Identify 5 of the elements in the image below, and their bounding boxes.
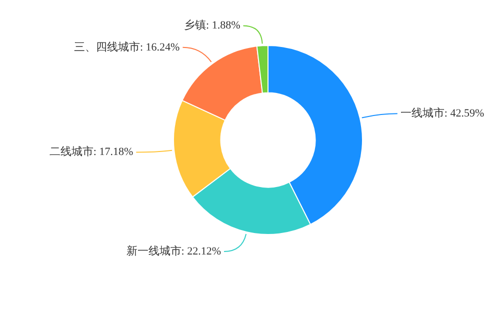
slice-label: 乡镇: 1.88% — [184, 18, 240, 32]
slice-label: 一线城市: 42.59% — [400, 106, 484, 120]
slice-label: 新一线城市: 22.12% — [126, 244, 222, 258]
slice-label: 二线城市: 17.18% — [49, 145, 134, 158]
slice-label: 三、四线城市: 16.24% — [74, 40, 180, 54]
